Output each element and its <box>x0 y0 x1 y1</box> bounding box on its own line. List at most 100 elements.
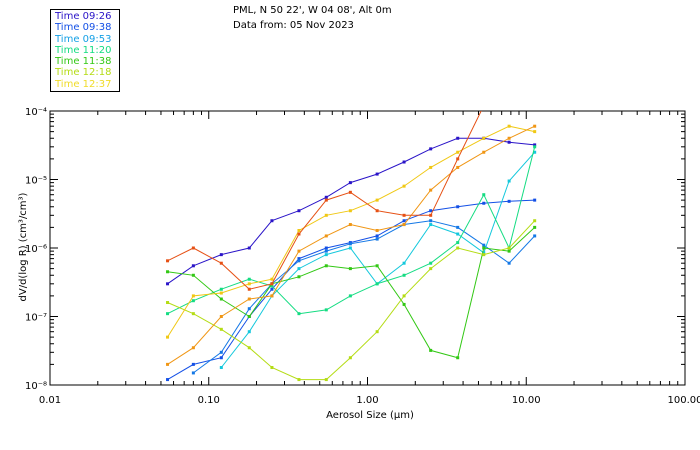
data-point <box>348 246 352 250</box>
data-point <box>533 234 537 238</box>
data-point <box>191 264 195 268</box>
data-series <box>166 145 537 316</box>
data-point <box>191 362 195 366</box>
data-point <box>348 356 352 360</box>
data-point <box>270 282 274 286</box>
x-tick-label: 0.10 <box>198 395 220 406</box>
data-point <box>324 249 328 253</box>
data-point <box>324 378 328 382</box>
data-point <box>219 315 223 318</box>
series-line <box>220 151 536 368</box>
data-point <box>219 350 223 354</box>
data-point <box>507 246 511 250</box>
data-point <box>402 160 406 164</box>
data-point <box>297 267 301 271</box>
data-point <box>402 223 406 227</box>
data-point <box>429 261 433 265</box>
data-point <box>324 253 328 257</box>
data-point <box>456 205 460 209</box>
data-point <box>507 136 511 140</box>
data-point <box>324 264 328 268</box>
data-point <box>507 249 511 253</box>
chart-date-subtitle: Data from: 05 Nov 2023 <box>233 20 354 31</box>
data-point <box>402 219 406 223</box>
data-point <box>270 366 274 370</box>
data-point <box>297 259 301 263</box>
data-point <box>247 315 251 318</box>
data-point <box>191 294 195 298</box>
data-point <box>247 246 251 250</box>
data-series <box>166 219 537 382</box>
series-line <box>167 125 535 338</box>
data-point <box>482 150 486 154</box>
data-point <box>429 147 433 151</box>
data-point <box>482 246 486 250</box>
data-series <box>166 111 482 291</box>
data-point <box>429 267 433 271</box>
data-point <box>402 294 406 298</box>
data-point <box>402 273 406 277</box>
data-point <box>456 136 460 140</box>
data-point <box>533 150 537 154</box>
data-point <box>456 157 460 161</box>
data-point <box>533 124 537 128</box>
data-point <box>324 195 328 199</box>
data-point <box>247 346 251 350</box>
data-point <box>456 225 460 229</box>
data-point <box>247 297 251 301</box>
data-point <box>191 273 195 277</box>
legend-entry: Time 09:53 <box>55 33 112 45</box>
data-point <box>456 232 460 236</box>
data-point <box>402 184 406 188</box>
legend-entry: Time 09:38 <box>55 22 112 34</box>
x-axis-label: Aerosol Size (µm) <box>326 410 414 421</box>
data-point <box>247 330 251 334</box>
y-tick-label: 10⁻⁶ <box>25 244 47 255</box>
data-point <box>402 302 406 306</box>
data-point <box>456 356 460 360</box>
data-point <box>191 246 195 250</box>
data-point <box>533 198 537 202</box>
data-point <box>219 366 223 370</box>
data-point <box>219 261 223 265</box>
data-point <box>166 270 170 274</box>
data-point <box>402 213 406 217</box>
data-point <box>324 246 328 250</box>
data-point <box>297 209 301 213</box>
data-series <box>166 225 537 360</box>
data-point <box>270 219 274 223</box>
data-point <box>348 294 352 298</box>
data-point <box>375 229 379 233</box>
data-point <box>219 253 223 257</box>
data-point <box>429 188 433 192</box>
data-point <box>533 130 537 134</box>
data-point <box>348 242 352 246</box>
data-point <box>482 193 486 197</box>
data-point <box>348 209 352 213</box>
series-line <box>167 111 482 290</box>
data-point <box>482 136 486 140</box>
data-point <box>219 287 223 291</box>
x-tick-label: 10.00 <box>512 395 541 406</box>
data-point <box>219 356 223 360</box>
y-tick-label: 10⁻⁷ <box>25 313 47 324</box>
data-point <box>166 362 170 366</box>
data-point <box>456 150 460 154</box>
data-point <box>247 287 251 291</box>
data-point <box>429 348 433 352</box>
data-point <box>507 199 511 203</box>
y-tick-label: 10⁻⁴ <box>25 107 47 118</box>
data-point <box>429 213 433 217</box>
data-point <box>375 234 379 238</box>
data-point <box>375 237 379 241</box>
data-point <box>533 225 537 229</box>
data-point <box>429 165 433 169</box>
data-point <box>507 124 511 128</box>
data-point <box>456 246 460 250</box>
data-point <box>191 346 195 350</box>
data-point <box>402 261 406 265</box>
data-point <box>297 249 301 253</box>
data-point <box>247 282 251 286</box>
series-line <box>193 220 536 374</box>
plot-frame <box>49 110 686 386</box>
